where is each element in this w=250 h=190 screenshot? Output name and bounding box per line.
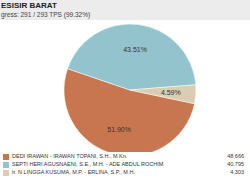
svg-text:43.51%: 43.51% <box>123 46 147 53</box>
html-text:SEPTI HERI AGUSNAENI, S.E., M.: SEPTI HERI AGUSNAENI, S.E., M.H. - ADE A… <box>12 161 164 167</box>
html-text:ESISIR BARAT: ESISIR BARAT <box>1 1 57 10</box>
svg-text:51.90%: 51.90% <box>107 126 131 133</box>
html-text:40,795: 40,795 <box>227 161 244 167</box>
html-text:4,303: 4,303 <box>230 169 244 175</box>
html-text:DEDI IRAWAN - IRAWAN TOPANI, S: DEDI IRAWAN - IRAWAN TOPANI, S.H., M.Kn. <box>12 153 128 159</box>
html-text:gress: 291 / 293 TPS (99.32%): gress: 291 / 293 TPS (99.32%) <box>1 11 91 18</box>
html-text:48,666: 48,666 <box>227 153 244 159</box>
svg-text:4.59%: 4.59% <box>161 89 181 96</box>
html-text:Ir. N LINGGA KUSUMA, M.P. - ER: Ir. N LINGGA KUSUMA, M.P. - ERLINA, S.P.… <box>12 169 135 175</box>
